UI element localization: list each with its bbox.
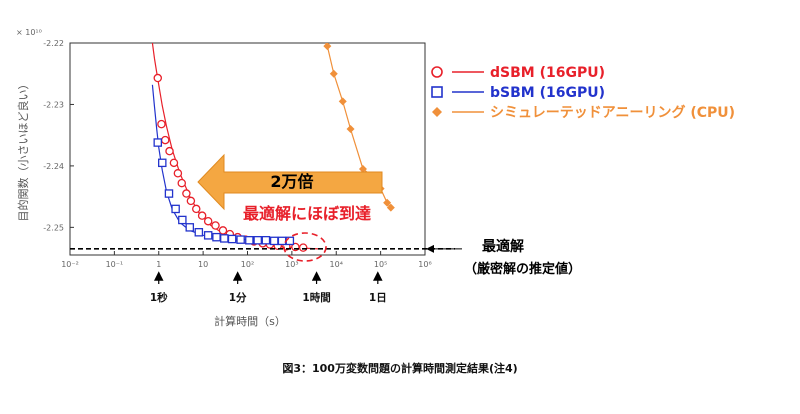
sa-point	[346, 125, 355, 134]
sa-point	[383, 198, 392, 207]
x-tick-label: 10²	[241, 260, 254, 269]
legend-dsbm-marker	[431, 66, 443, 78]
sa-point	[323, 43, 332, 51]
x-tick-label: 10³	[285, 260, 298, 269]
bsbm-point	[227, 234, 237, 244]
time-marker-label: 1時間	[302, 291, 330, 304]
x-tick-label: 10⁶	[418, 260, 431, 269]
legend-bsbm-marker	[431, 86, 443, 98]
dsbm-point	[298, 243, 308, 252]
time-marker-label: 1秒	[150, 291, 168, 304]
bsbm-point	[269, 236, 279, 246]
optimum-sublabel: （厳密解の推定値）	[464, 261, 581, 277]
y-tick-label: -2.23	[43, 100, 64, 109]
near-optimum-label: 最適解にほぼ到達	[243, 204, 371, 223]
bsbm-point	[164, 189, 174, 198]
dsbm-point	[203, 216, 213, 226]
y-tick-label: -2.25	[43, 223, 64, 232]
bsbm-point	[158, 158, 167, 168]
bsbm-point	[253, 236, 262, 245]
x-axis-title: 計算時間（s）	[214, 314, 286, 328]
x-tick-label: 1	[156, 260, 161, 269]
legend-sa-label: シミュレーテッドアニーリング (CPU)	[490, 104, 735, 121]
bsbm-point	[277, 236, 287, 246]
bsbm-point	[245, 236, 254, 245]
x-tick-label: 10	[198, 260, 208, 269]
bsbm-point	[236, 235, 245, 244]
sa-point	[329, 69, 338, 78]
legend: dSBM (16GPU) bSBM (16GPU) シミュレーテッドアニーリング…	[431, 65, 735, 121]
dsbm-point	[157, 119, 166, 129]
near-optimum-circle	[283, 232, 327, 262]
dsbm-point	[197, 211, 207, 220]
speedup-label: 2万倍	[270, 172, 313, 191]
legend-sa-marker	[432, 107, 442, 117]
plot-frame	[69, 42, 426, 256]
sa-point	[386, 203, 395, 212]
figure-caption: 図3：100万変数問題の計算時間測定結果(注4)	[282, 361, 517, 375]
legend-dsbm-label: dSBM (16GPU)	[490, 65, 605, 81]
plot-area	[151, 43, 395, 252]
y-axis-title: 目的関数（小さいほど良い）	[16, 79, 30, 222]
sa-fit-line	[325, 43, 392, 209]
y-tick-label: -2.24	[43, 162, 64, 171]
time-marker-label: 1日	[369, 292, 387, 304]
bsbm-point	[185, 223, 195, 232]
sa-point	[338, 97, 347, 106]
bsbm-point	[153, 138, 163, 147]
bsbm-point	[261, 236, 271, 245]
dsbm-point	[153, 73, 163, 83]
dsbm-point	[165, 146, 174, 156]
x-tick-label: 10⁻¹	[106, 260, 124, 269]
x-tick-label: 10⁴	[330, 260, 343, 269]
tick-layer: 10⁻² 10⁻¹ 1 10 10² 10³ 10⁴ 10⁵ 10⁶ -2.22 -2.23 -2.2…	[43, 39, 431, 269]
bsbm-point	[220, 234, 229, 243]
dsbm-point	[169, 158, 179, 168]
dsbm-point	[177, 178, 187, 188]
time-marker-layer: 1秒 1分 1時間 1日	[150, 271, 387, 304]
y-exponent-label: × 10¹⁰	[16, 28, 42, 37]
bsbm-point	[194, 228, 204, 237]
speedup-arrow	[197, 153, 383, 211]
bsbm-point	[212, 232, 221, 242]
dsbm-point	[173, 169, 183, 178]
dsbm-point	[160, 135, 170, 145]
dsbm-point	[186, 196, 196, 206]
bsbm-point	[178, 215, 187, 225]
x-tick-label: 10⁻²	[61, 260, 79, 269]
y-tick-label: -2.22	[43, 39, 64, 48]
dsbm-point	[211, 221, 220, 230]
bsbm-point	[203, 231, 213, 240]
series-layer	[151, 43, 395, 252]
sa-point	[358, 164, 367, 173]
dsbm-point	[218, 226, 228, 235]
x-tick-label: 10⁵	[374, 260, 387, 269]
time-marker-label: 1分	[229, 291, 247, 304]
legend-bsbm-label: bSBM (16GPU)	[490, 85, 605, 101]
optimum-label: 最適解	[482, 238, 524, 255]
dsbm-point	[182, 189, 191, 198]
dsbm-point	[192, 204, 201, 214]
bsbm-point	[171, 204, 180, 214]
